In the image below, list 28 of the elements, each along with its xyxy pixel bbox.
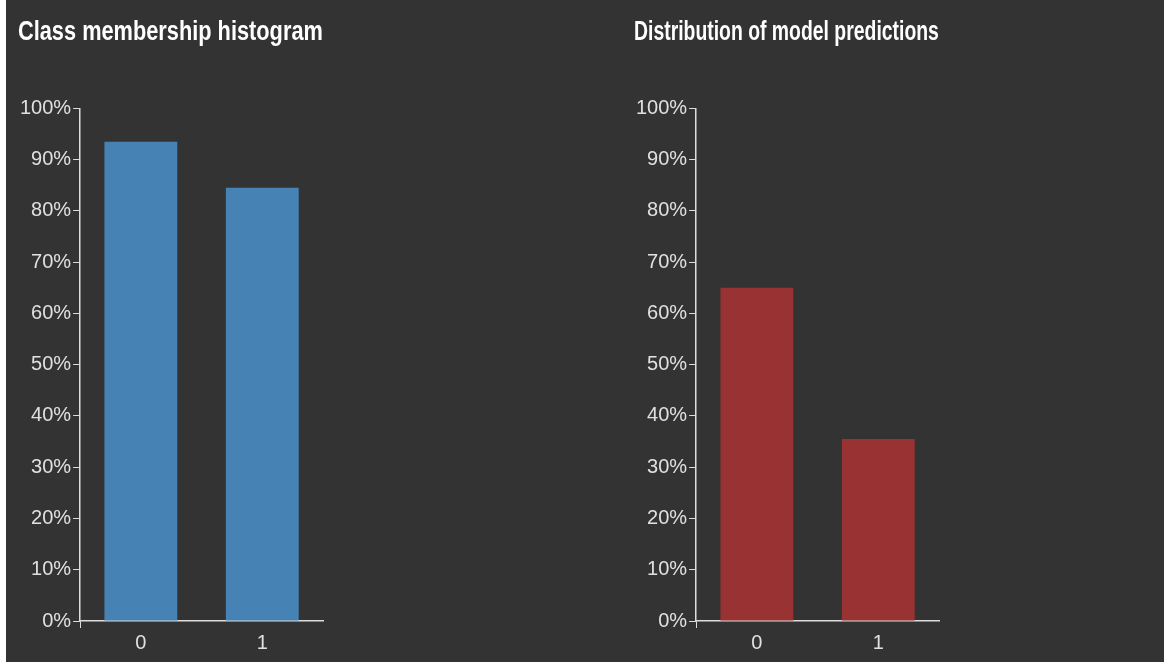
y-tick-label: 100% bbox=[636, 95, 688, 118]
x-tick-label: 1 bbox=[256, 630, 268, 653]
y-tick-label: 80% bbox=[31, 198, 72, 221]
y-tick-label: 50% bbox=[31, 352, 72, 375]
y-tick-label: 100% bbox=[20, 95, 72, 118]
y-tick-label: 30% bbox=[31, 454, 72, 477]
y-tick-label: 40% bbox=[647, 403, 688, 426]
y-tick-label: 10% bbox=[31, 557, 72, 580]
y-tick-label: 30% bbox=[647, 454, 688, 477]
y-tick-label: 20% bbox=[31, 506, 72, 528]
y-tick-label: 0% bbox=[658, 608, 688, 631]
y-tick-label: 70% bbox=[31, 249, 72, 272]
x-tick-label: 1 bbox=[872, 630, 884, 653]
y-tick-label: 60% bbox=[647, 300, 688, 323]
y-tick-label: 20% bbox=[647, 506, 688, 528]
x-tick-label: 0 bbox=[135, 630, 147, 653]
y-tick-label: 0% bbox=[42, 608, 72, 631]
y-tick-label: 90% bbox=[31, 147, 72, 170]
chart-title: Distribution of model predictions bbox=[634, 15, 939, 46]
y-tick-label: 70% bbox=[647, 249, 688, 272]
y-tick-label: 10% bbox=[647, 557, 688, 580]
x-tick-label: 0 bbox=[751, 630, 763, 653]
y-tick-label: 90% bbox=[647, 147, 688, 170]
y-tick-label: 50% bbox=[647, 352, 688, 375]
chart-title: Class membership histogram bbox=[18, 15, 323, 46]
y-tick-label: 60% bbox=[31, 300, 72, 323]
y-tick-label: 40% bbox=[31, 403, 72, 426]
y-tick-label: 80% bbox=[647, 198, 688, 221]
